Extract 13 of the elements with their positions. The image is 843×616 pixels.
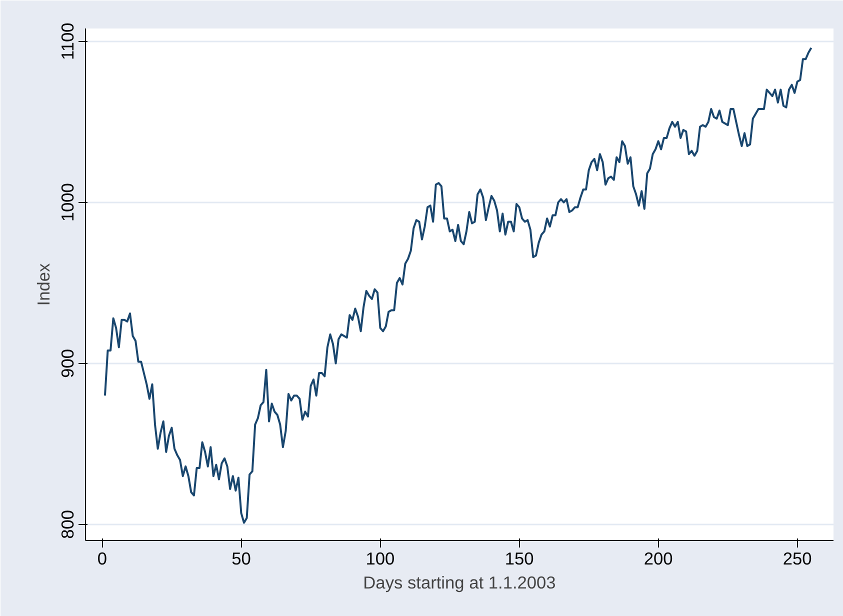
x-tick-label: 250 <box>782 548 812 568</box>
y-tick-label: 1000 <box>58 183 78 222</box>
y-tick-label: 1100 <box>58 22 78 60</box>
x-tick-label: 150 <box>504 548 534 568</box>
y-tick-label: 900 <box>58 348 78 378</box>
line-series <box>104 46 812 524</box>
x-tick-label: 0 <box>97 548 108 568</box>
y-axis-title: Index <box>34 262 54 306</box>
x-tick-label: 100 <box>366 548 395 568</box>
x-tick-label: 200 <box>644 548 673 568</box>
y-tick-label: 800 <box>58 510 78 539</box>
x-tick-label: 50 <box>232 548 251 568</box>
x-axis-title: Days starting at 1.1.2003 <box>363 572 556 592</box>
